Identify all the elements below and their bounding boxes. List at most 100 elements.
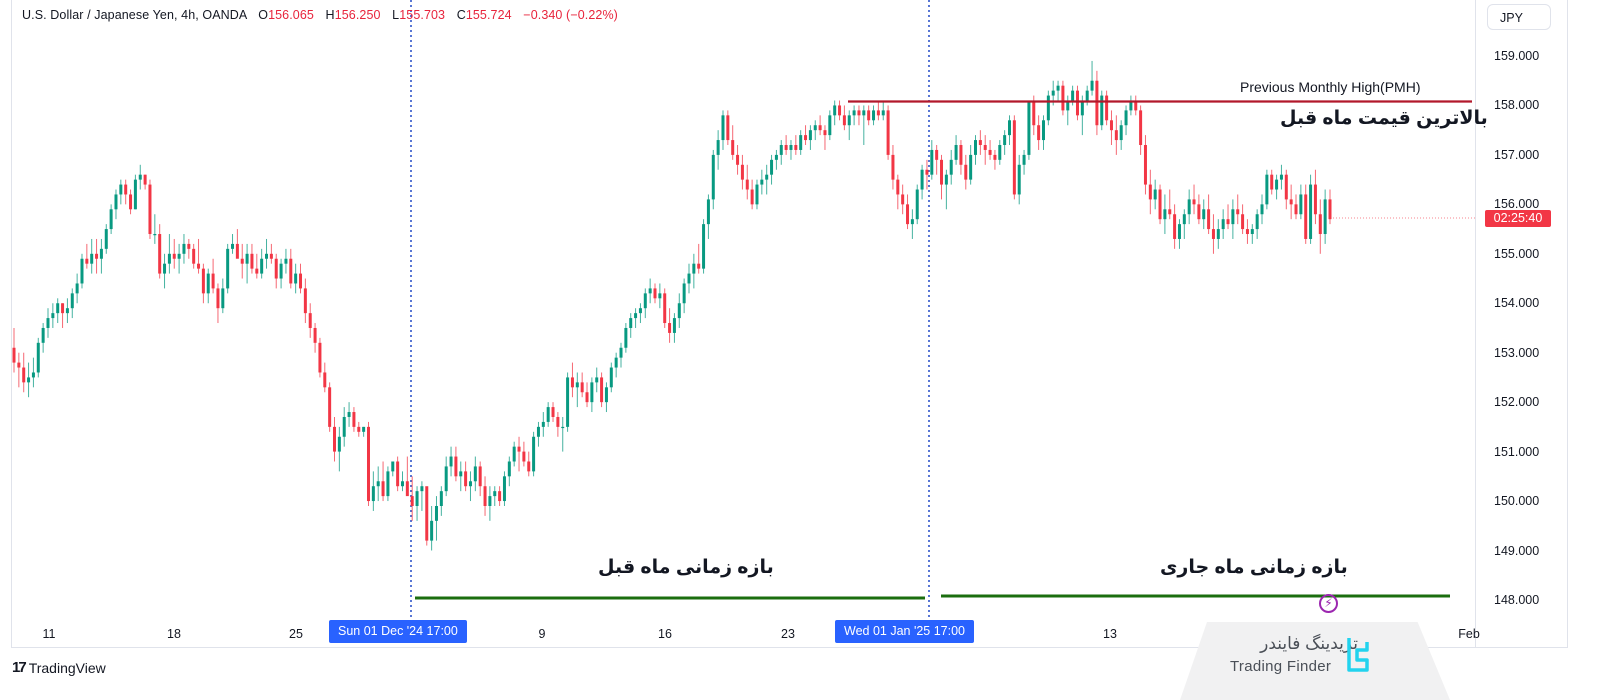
candle (1134, 95, 1138, 116)
lightning-bolt-icon[interactable]: ⚡︎ (1319, 594, 1338, 613)
time-tick: 18 (167, 627, 181, 641)
candle (1187, 189, 1191, 225)
candle (65, 298, 69, 324)
time-tick: Feb (1458, 627, 1480, 641)
candle (901, 184, 905, 215)
candle (1182, 209, 1186, 239)
candle (206, 268, 210, 304)
candle (1216, 219, 1220, 249)
candle (546, 402, 550, 427)
low-label: L (392, 8, 400, 22)
candle (974, 135, 978, 165)
candle (148, 179, 152, 239)
candle (415, 486, 419, 521)
candle (1168, 189, 1172, 220)
candle (1148, 169, 1152, 215)
candle (823, 125, 827, 150)
candle (561, 416, 565, 452)
candle (580, 372, 584, 398)
candle (745, 164, 749, 200)
candle (804, 125, 808, 146)
price-tick: 156.000 (1494, 197, 1540, 212)
candle (838, 100, 842, 121)
candle (1041, 115, 1045, 150)
candle (1260, 194, 1264, 225)
time-tick: 9 (538, 627, 546, 641)
price-tick: 154.000 (1494, 296, 1540, 311)
candle (1012, 115, 1016, 200)
candle (216, 283, 220, 324)
candle (391, 461, 395, 477)
candle (915, 184, 919, 225)
candle (794, 135, 798, 155)
candle (954, 135, 958, 165)
candle (143, 174, 147, 190)
time-tick: 11 (42, 627, 56, 641)
candle (1095, 70, 1099, 136)
candle (51, 303, 55, 328)
currency-button[interactable]: JPY (1487, 4, 1551, 30)
candle (570, 362, 574, 398)
candle (1109, 110, 1113, 146)
candle (1299, 184, 1303, 220)
candle (468, 471, 472, 502)
candle (1056, 80, 1060, 101)
candle (1255, 209, 1259, 239)
candle (420, 481, 424, 511)
candle (1158, 184, 1162, 225)
candle (983, 135, 987, 165)
time-tick: 16 (658, 627, 672, 641)
candle (959, 140, 963, 175)
candle (434, 496, 438, 541)
candle (1177, 219, 1181, 249)
candle (12, 327, 16, 373)
symbol-title[interactable]: U.S. Dollar / Japanese Yen, 4h, OANDA (22, 8, 247, 22)
candle (1241, 204, 1245, 235)
candle (1139, 105, 1143, 155)
brand-name-en: Trading Finder (1230, 658, 1332, 675)
candle (328, 382, 332, 432)
candle (323, 362, 327, 393)
candle (813, 120, 817, 141)
candle (1090, 60, 1094, 96)
candle (1007, 115, 1011, 146)
candle (177, 243, 181, 274)
candle (726, 110, 730, 146)
candle (473, 456, 477, 492)
candle (770, 154, 774, 185)
candle (99, 238, 103, 274)
candle (663, 288, 667, 328)
candle (129, 189, 133, 215)
candle (600, 372, 604, 408)
candle (313, 323, 317, 353)
candle (27, 362, 31, 398)
tradingview-branding[interactable]: 17 TradingView (12, 659, 106, 676)
candle (755, 179, 759, 210)
price-tick: 158.000 (1494, 98, 1540, 113)
candle (643, 288, 647, 319)
candle (930, 140, 934, 180)
candle (444, 456, 448, 497)
candle (988, 140, 992, 160)
candle (303, 278, 307, 324)
candle (760, 169, 764, 195)
candle (619, 342, 623, 368)
candle (872, 105, 876, 126)
candle (454, 446, 458, 482)
candle (478, 461, 482, 497)
candle (294, 263, 298, 294)
candle (172, 238, 176, 269)
candle (750, 179, 754, 210)
candle (255, 253, 259, 279)
candle (940, 154, 944, 200)
candle (789, 140, 793, 160)
candle (1226, 204, 1230, 230)
candle (857, 105, 861, 126)
candle (221, 278, 225, 314)
candle (731, 125, 735, 160)
candle (90, 238, 94, 274)
candle (1197, 194, 1201, 225)
candle (153, 214, 157, 244)
candle (765, 164, 769, 195)
